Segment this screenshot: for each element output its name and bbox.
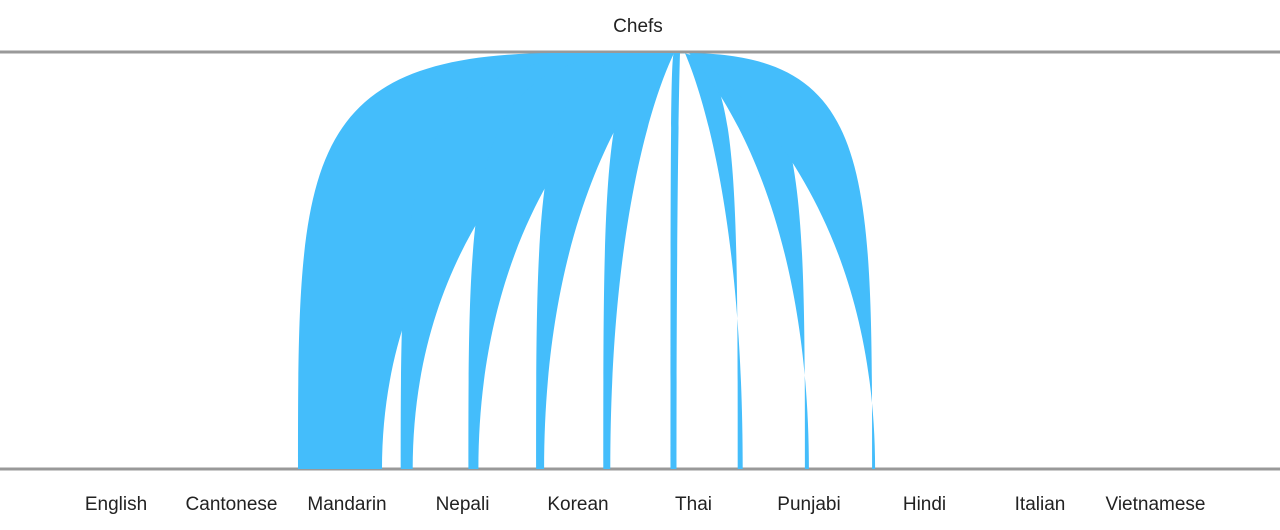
flow-link-unlabeled-8: [689, 53, 876, 469]
source-label: Chefs: [613, 16, 663, 37]
target-label-korean: Korean: [547, 494, 608, 515]
target-label-english: English: [85, 494, 147, 515]
target-label-mandarin: Mandarin: [307, 494, 386, 515]
target-labels: English Cantonese Mandarin Nepali Korean Thai…: [85, 494, 1206, 515]
flow-link-punjabi: [603, 53, 674, 469]
flow-link-hindi: [670, 53, 680, 469]
target-label-hindi: Hindi: [903, 494, 946, 515]
target-label-vietnamese: Vietnamese: [1106, 494, 1206, 515]
flow-link-mandarin: [298, 53, 637, 469]
flow-link-thai: [536, 53, 667, 469]
flow-link-korean: [468, 53, 659, 469]
target-label-italian: Italian: [1015, 494, 1066, 515]
target-label-punjabi: Punjabi: [777, 494, 840, 515]
flow-link-italian: [680, 53, 743, 469]
target-label-thai: Thai: [675, 494, 712, 515]
target-label-nepali: Nepali: [436, 494, 490, 515]
flow-link-nepali: [400, 53, 649, 469]
flow-link-vietnamese: [685, 53, 809, 469]
target-label-cantonese: Cantonese: [186, 494, 278, 515]
flow-links: [298, 53, 876, 469]
